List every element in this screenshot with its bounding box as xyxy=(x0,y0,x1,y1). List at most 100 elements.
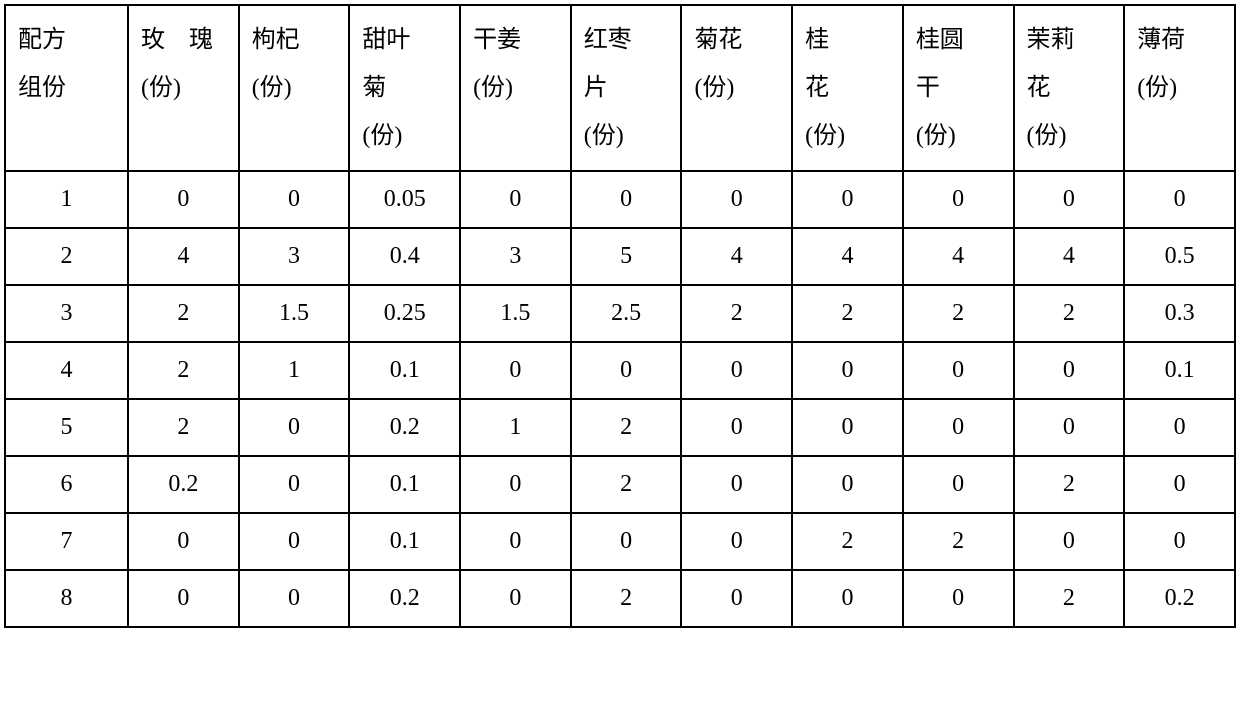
table-cell: 0 xyxy=(681,399,792,456)
table-cell: 0 xyxy=(571,171,682,228)
table-cell: 0 xyxy=(128,570,239,627)
header-line: 枸杞 xyxy=(252,16,337,64)
table-cell: 2 xyxy=(128,342,239,399)
table-cell: 0 xyxy=(239,399,350,456)
header-line: (份) xyxy=(362,112,447,160)
table-cell: 0 xyxy=(571,342,682,399)
header-line: 玫 瑰 xyxy=(141,16,226,64)
table-cell: 2 xyxy=(1014,285,1125,342)
table-cell: 0 xyxy=(460,456,571,513)
table-cell: 0 xyxy=(792,570,903,627)
table-cell: 4 xyxy=(1014,228,1125,285)
table-cell: 4 xyxy=(681,228,792,285)
table-row: 7000.10002200 xyxy=(5,513,1235,570)
table-cell: 0 xyxy=(239,513,350,570)
table-cell: 0 xyxy=(128,513,239,570)
table-row: 321.50.251.52.522220.3 xyxy=(5,285,1235,342)
header-line: 片 xyxy=(584,64,669,112)
table-cell: 0.1 xyxy=(349,513,460,570)
table-cell: 2 xyxy=(792,513,903,570)
table-cell: 2 xyxy=(792,285,903,342)
header-line: 组份 xyxy=(18,64,115,112)
header-line: (份) xyxy=(916,112,1001,160)
header-line: (份) xyxy=(1137,64,1222,112)
header-line: (份) xyxy=(694,64,779,112)
header-jasmine: 茉莉 花 (份) xyxy=(1014,5,1125,171)
table-cell: 0.1 xyxy=(349,456,460,513)
header-line: (份) xyxy=(252,64,337,112)
table-cell: 0 xyxy=(792,342,903,399)
table-cell: 2 xyxy=(128,285,239,342)
table-cell: 0.05 xyxy=(349,171,460,228)
table-cell: 1 xyxy=(460,399,571,456)
header-line: (份) xyxy=(805,112,890,160)
table-cell: 2 xyxy=(1014,456,1125,513)
table-cell: 0.4 xyxy=(349,228,460,285)
table-cell: 0.2 xyxy=(1124,570,1235,627)
header-line: 茉莉 xyxy=(1027,16,1112,64)
table-cell: 0.2 xyxy=(128,456,239,513)
header-line: 甜叶 xyxy=(362,16,447,64)
header-line: (份) xyxy=(1027,112,1112,160)
table-cell: 0 xyxy=(1124,513,1235,570)
table-row: 1000.050000000 xyxy=(5,171,1235,228)
table-cell: 0 xyxy=(571,513,682,570)
table-cell: 0.2 xyxy=(349,570,460,627)
header-line: 配方 xyxy=(18,16,115,64)
formula-table: 配方 组份 玫 瑰 (份) 枸杞 (份) 甜叶 菊 (份) 干姜 (份) 红枣 xyxy=(4,4,1236,628)
table-cell: 0 xyxy=(903,342,1014,399)
table-cell: 0.1 xyxy=(349,342,460,399)
header-chrysanthemum: 菊花 (份) xyxy=(681,5,792,171)
table-cell: 0 xyxy=(239,171,350,228)
table-cell: 0 xyxy=(792,399,903,456)
table-cell: 1.5 xyxy=(460,285,571,342)
table-cell: 0.2 xyxy=(349,399,460,456)
table-cell: 7 xyxy=(5,513,128,570)
table-row: 2430.43544440.5 xyxy=(5,228,1235,285)
table-cell: 0 xyxy=(681,171,792,228)
table-row: 60.200.10200020 xyxy=(5,456,1235,513)
header-line: 花 xyxy=(805,64,890,112)
header-line: 干 xyxy=(916,64,1001,112)
table-cell: 0.25 xyxy=(349,285,460,342)
table-cell: 0 xyxy=(460,342,571,399)
table-cell: 0.1 xyxy=(1124,342,1235,399)
table-cell: 5 xyxy=(5,399,128,456)
table-cell: 2 xyxy=(903,513,1014,570)
header-line: 薄荷 xyxy=(1137,16,1222,64)
table-cell: 4 xyxy=(903,228,1014,285)
header-line: 桂 xyxy=(805,16,890,64)
table-cell: 1.5 xyxy=(239,285,350,342)
header-osmanthus: 桂 花 (份) xyxy=(792,5,903,171)
table-cell: 0 xyxy=(460,513,571,570)
header-line: (份) xyxy=(473,64,558,112)
table-cell: 4 xyxy=(128,228,239,285)
table-cell: 0 xyxy=(903,456,1014,513)
table-cell: 0 xyxy=(1014,399,1125,456)
table-cell: 0 xyxy=(792,456,903,513)
header-line: 红枣 xyxy=(584,16,669,64)
table-cell: 3 xyxy=(239,228,350,285)
table-cell: 0 xyxy=(239,570,350,627)
header-line: (份) xyxy=(584,112,669,160)
table-row: 4210.10000000.1 xyxy=(5,342,1235,399)
header-line: 桂圆 xyxy=(916,16,1001,64)
table-cell: 0 xyxy=(903,171,1014,228)
table-cell: 2.5 xyxy=(571,285,682,342)
table-cell: 0.3 xyxy=(1124,285,1235,342)
table-cell: 0 xyxy=(681,513,792,570)
table-cell: 8 xyxy=(5,570,128,627)
header-line: (份) xyxy=(141,64,226,112)
header-rose: 玫 瑰 (份) xyxy=(128,5,239,171)
table-cell: 0 xyxy=(460,570,571,627)
header-goji: 枸杞 (份) xyxy=(239,5,350,171)
table-cell: 0 xyxy=(903,570,1014,627)
header-line: 菊 xyxy=(362,64,447,112)
header-ginger: 干姜 (份) xyxy=(460,5,571,171)
table-cell: 0 xyxy=(460,171,571,228)
table-cell: 3 xyxy=(5,285,128,342)
table-cell: 2 xyxy=(571,456,682,513)
table-body: 1000.0500000002430.43544440.5321.50.251.… xyxy=(5,171,1235,627)
header-jujube: 红枣 片 (份) xyxy=(571,5,682,171)
table-cell: 0 xyxy=(1014,171,1125,228)
